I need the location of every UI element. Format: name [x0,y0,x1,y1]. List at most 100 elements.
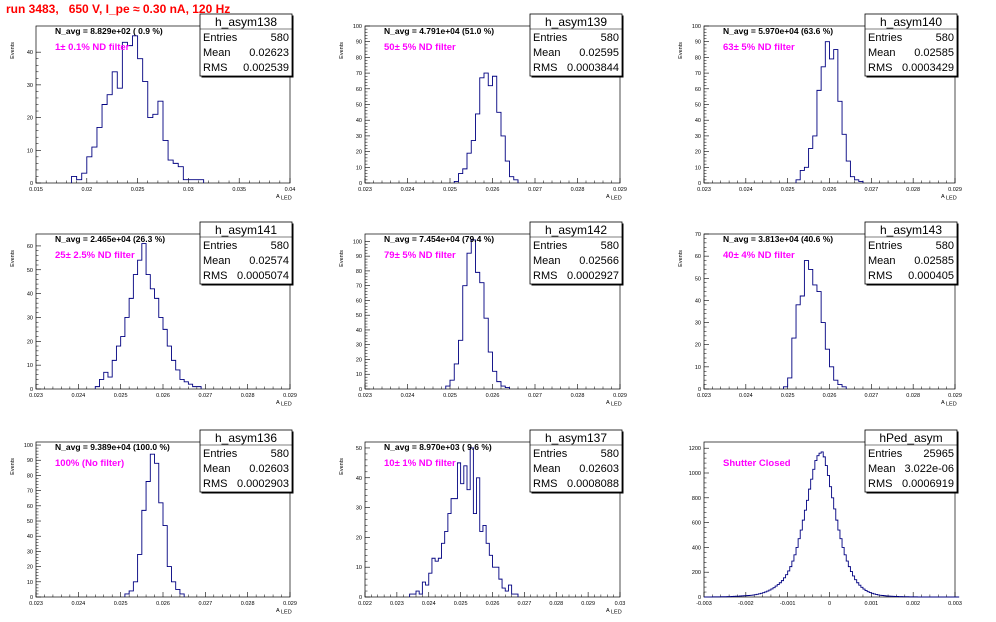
stat-value-mean: 3.022e-06 [904,463,954,475]
stats-box [864,429,958,493]
y-tick-label: 80 [695,55,701,61]
stat-value-entries: 580 [601,448,619,460]
y-tick-label: 50 [356,103,362,109]
y-axis-label: Events [10,250,16,267]
y-axis-label: Events [339,458,345,475]
stats-box [529,221,623,285]
y-axis-label: Events [339,42,345,59]
y-tick-label: 50 [27,268,33,274]
histogram-panel: 0.023 0.024 0.025 0.026 0.027 0.028 0.029 0 10 20… [339,13,627,202]
histogram-line [445,239,510,389]
x-tick-label: 0.027 [198,393,212,399]
stat-value-mean: 0.02566 [579,255,619,267]
x-tick-label: 0.022 [358,601,372,607]
x-tick-label: 0.029 [581,601,595,607]
x-tick-label: 0.027 [528,187,542,193]
stat-value-entries: 25965 [923,448,954,460]
x-tick-label: 0.003 [948,601,962,607]
histogram-panel: -0.003 -0.002 -0.001 0 0.001 0.002 0.003 0 200 40… [689,429,962,607]
y-axis-label: Events [678,42,684,59]
filter-label: 50± 5% ND filter [384,42,456,53]
stat-value-rms: 0.0003844 [567,62,619,74]
histogram-panel: 0.022 0.023 0.024 0.025 0.026 0.027 0.028 0.029… [339,429,625,616]
stat-value-rms: 0.0006919 [902,478,954,490]
stat-name-rms: RMS [203,270,227,282]
x-tick-label: 0.04 [285,187,296,193]
histogram-line [71,35,205,183]
x-tick-label: 0.025 [443,187,457,193]
y-tick-label: 90 [356,40,362,46]
x-tick-label: 0.026 [486,187,500,193]
filter-label: 10± 1% ND filter [384,458,456,469]
x-tick-label: 0.025 [454,601,468,607]
y-tick-label: 0 [30,181,33,187]
stat-value-entries: 580 [936,240,954,252]
stats-box [199,429,293,493]
x-tick-label: 0.026 [156,601,170,607]
x-tick-label: 0.023 [358,187,372,193]
y-tick-label: 80 [27,473,33,479]
stat-name-mean: Mean [868,463,896,475]
y-tick-label: 60 [695,254,701,260]
x-axis-label: A [606,608,610,614]
stat-value-rms: 0.0002927 [567,270,619,282]
stat-value-mean: 0.02603 [579,463,619,475]
y-tick-label: 80 [356,269,362,275]
filter-label: 25± 2.5% ND filter [55,250,135,261]
filter-label: Shutter Closed [723,458,791,469]
x-tick-label: 0.027 [864,187,878,193]
filter-label: 100% (No filter) [55,458,124,469]
stat-name-entries: Entries [533,448,568,460]
stat-value-mean: 0.02595 [579,47,619,59]
x-axis-label-subscript: LED [281,610,292,616]
stat-name-mean: Mean [533,255,561,267]
y-tick-label: 40 [356,118,362,124]
x-axis-label-subscript: LED [946,402,957,408]
y-tick-label: 90 [356,254,362,260]
histogram-name: h_asym141 [215,223,277,237]
n-avg-label: N_avg = 2.465e+04 (26.3 %) [55,234,165,244]
x-tick-label: 0.029 [613,393,627,399]
stat-name-mean: Mean [533,47,561,59]
x-tick-label: 0.023 [697,187,711,193]
y-axis-label: Events [339,250,345,267]
x-tick-label: 0.027 [198,601,212,607]
stat-name-rms: RMS [533,478,557,490]
stat-name-entries: Entries [533,240,568,252]
y-tick-label: 10 [27,363,33,369]
n-avg-label: N_avg = 9.389e+04 (100.0 %) [55,442,170,452]
stat-value-entries: 580 [271,240,289,252]
y-tick-label: 600 [692,521,701,527]
x-tick-label: -0.001 [780,601,796,607]
y-tick-label: 50 [695,103,701,109]
filter-label: 63± 5% ND filter [723,42,795,53]
x-tick-label: 0.024 [401,393,415,399]
y-tick-label: 20 [356,535,362,541]
y-axis-label: Events [10,42,16,59]
histogram-name: h_asym137 [545,431,607,445]
y-tick-label: 0 [359,181,362,187]
x-axis-label-subscript: LED [281,196,292,202]
histogram-line [704,451,960,598]
y-tick-label: 100 [353,239,362,245]
stat-name-rms: RMS [533,62,557,74]
histogram-panel: 0.023 0.024 0.025 0.026 0.027 0.028 0.029 0 10 20… [678,221,962,408]
stat-name-rms: RMS [533,270,557,282]
x-tick-label: 0.026 [156,393,170,399]
x-tick-label: 0.03 [183,187,194,193]
stat-name-entries: Entries [533,32,568,44]
y-tick-label: 70 [695,71,701,77]
stats-box [529,13,623,77]
y-tick-label: 100 [353,24,362,30]
y-tick-label: 40 [695,298,701,304]
stat-value-entries: 580 [936,32,954,44]
y-tick-label: 40 [27,50,33,56]
x-tick-label: 0.024 [422,601,436,607]
y-tick-label: 40 [27,292,33,298]
y-tick-label: 60 [695,87,701,93]
histogram-line [94,243,202,389]
y-tick-label: 10 [695,165,701,171]
y-tick-label: 30 [695,134,701,140]
histogram-name: h_asym142 [545,223,607,237]
histogram-line [795,41,864,183]
